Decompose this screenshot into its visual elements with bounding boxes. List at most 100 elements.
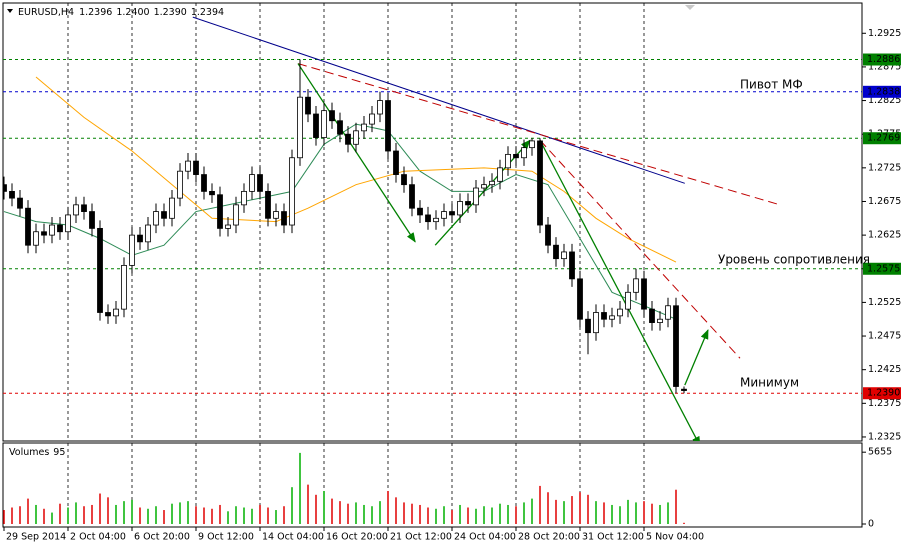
x-tick-label: 21 Oct 12:00 (390, 532, 452, 543)
level-box (863, 262, 901, 275)
candle-body (401, 174, 407, 186)
candle-body (577, 278, 583, 320)
arrow (539, 139, 701, 441)
volume-label: Volumes 95 (9, 447, 65, 458)
menu-triangle[interactable] (7, 9, 13, 13)
trend-line (35, 76, 677, 263)
candle-body (65, 214, 71, 233)
candle-body (441, 211, 447, 219)
candle-body (81, 204, 87, 212)
candle-body (593, 312, 599, 334)
volume-plot (3, 452, 685, 524)
candle-body (345, 133, 351, 145)
candle-body (329, 110, 335, 122)
candle-body (25, 207, 31, 246)
candle-body (505, 153, 511, 169)
candle-body (457, 201, 463, 216)
candle-body (681, 388, 687, 391)
candle-body (161, 211, 167, 219)
candle-body (129, 234, 135, 266)
candle-body (9, 190, 15, 199)
candle-body (569, 251, 575, 280)
volume-tick-label: 0 (868, 519, 874, 530)
candle-body (249, 174, 255, 192)
candle-body (137, 234, 143, 243)
candle-body (353, 130, 359, 145)
annotation: Уровень сопротивления (718, 253, 870, 267)
level-box (863, 132, 901, 145)
candle-body (33, 231, 39, 246)
candle-body (473, 187, 479, 206)
candle-body (241, 190, 247, 206)
candle-body (609, 315, 615, 320)
candle-body (417, 207, 423, 216)
price-panel (2, 2, 863, 442)
candle-body (97, 227, 103, 313)
candle-body (393, 150, 399, 175)
candle-body (57, 224, 63, 233)
candle-body (49, 224, 55, 236)
candle-body (553, 244, 559, 260)
y-tick-label: 1.2725 (868, 162, 901, 173)
candle-body (289, 157, 295, 226)
candle-body (313, 113, 319, 138)
y-tick-label: 1.2525 (868, 297, 901, 308)
level-box (863, 387, 901, 400)
candle-body (649, 308, 655, 323)
candle-body (121, 264, 127, 310)
level-label: 1.2886 (867, 54, 900, 65)
volume-panel (2, 442, 863, 528)
trend-line (192, 16, 685, 184)
y-tick-label: 1.2875 (868, 61, 901, 72)
candle-body (465, 201, 471, 206)
candle-body (17, 197, 23, 209)
candle-body (481, 184, 487, 189)
candle-body (145, 224, 151, 243)
candle-body (305, 96, 311, 115)
x-tick-label: 29 Sep 2014 (6, 532, 66, 543)
volume-tick-label: 5655 (868, 447, 892, 458)
candle-body (217, 194, 223, 229)
level-box (863, 85, 901, 98)
arrow (297, 63, 416, 243)
x-tick-label: 16 Oct 20:00 (326, 532, 388, 543)
candle-body (201, 174, 207, 192)
level-label: 1.2390 (867, 388, 900, 399)
y-tick-label: 1.2425 (868, 364, 901, 375)
candle-body (377, 100, 383, 115)
candle-body (41, 231, 47, 236)
candle-body (497, 167, 503, 182)
x-tick-label: 9 Oct 12:00 (198, 532, 254, 543)
candle-body (193, 160, 199, 175)
y-tick-label: 1.2375 (868, 398, 901, 409)
candle-body (545, 224, 551, 246)
x-tick-label: 5 Nov 04:00 (646, 532, 704, 543)
y-tick-label: 1.2325 (868, 431, 901, 442)
x-tick-label: 24 Oct 04:00 (454, 532, 516, 543)
axes: 1.2325 1.2375 1.2425 1.2475 1.2525 1.2575 1.26… (3, 28, 901, 543)
x-tick-label: 14 Oct 04:00 (262, 532, 324, 543)
y-tick-label: 1.2675 (868, 196, 901, 207)
candle-body (625, 291, 631, 310)
candle-body (89, 211, 95, 229)
candle-body (73, 204, 79, 216)
grid (67, 3, 645, 527)
shift-marker[interactable] (685, 5, 695, 10)
x-tick-label: 31 Oct 12:00 (582, 532, 644, 543)
candle-body (449, 211, 455, 216)
candle-body (185, 160, 191, 172)
candle-body (113, 308, 119, 317)
x-tick-label: 6 Oct 20:00 (134, 532, 190, 543)
candle-body (409, 184, 415, 209)
annotation: Минимум (740, 376, 799, 390)
arrow (684, 329, 709, 386)
y-tick-label: 1.2825 (868, 95, 901, 106)
candle-body (489, 180, 495, 186)
candle-body (265, 190, 271, 219)
candle-body (513, 153, 519, 159)
candle-body (369, 113, 375, 125)
candle-body (657, 318, 663, 323)
plot-area (3, 16, 862, 441)
candle-body (561, 251, 567, 260)
candle-body (105, 312, 111, 317)
